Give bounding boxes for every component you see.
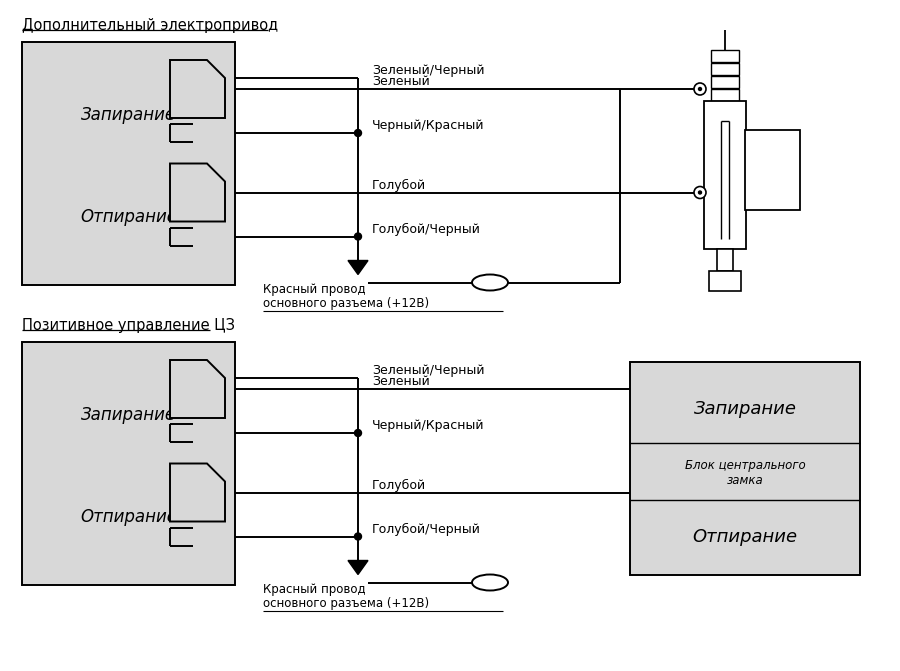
- Circle shape: [694, 187, 706, 199]
- Text: Голубой: Голубой: [372, 478, 426, 491]
- Ellipse shape: [472, 574, 508, 590]
- Circle shape: [355, 233, 362, 240]
- Polygon shape: [348, 560, 368, 574]
- Polygon shape: [170, 60, 225, 118]
- Bar: [711, 76, 739, 88]
- Bar: [717, 249, 733, 271]
- Text: Запирание: Запирание: [694, 400, 796, 418]
- Text: Зеленый/Черный: Зеленый/Черный: [372, 364, 484, 377]
- Text: Отпирание: Отпирание: [692, 527, 797, 546]
- Text: Черный/Красный: Черный/Красный: [372, 419, 484, 432]
- Polygon shape: [170, 360, 225, 418]
- Bar: [704, 101, 746, 249]
- Bar: [711, 50, 739, 62]
- Circle shape: [694, 83, 706, 95]
- Polygon shape: [348, 260, 368, 274]
- Text: Зеленый/Черный: Зеленый/Черный: [372, 64, 484, 77]
- Text: Дополнительный электропривод: Дополнительный электропривод: [22, 18, 278, 33]
- Text: Отпирание: Отпирание: [80, 508, 177, 526]
- Text: Запирание: Запирание: [81, 106, 176, 124]
- Circle shape: [355, 429, 362, 437]
- Bar: [709, 271, 741, 291]
- Text: Зеленый: Зеленый: [372, 75, 430, 88]
- Text: Голубой/Черный: Голубой/Черный: [372, 523, 481, 535]
- Bar: [22, 342, 235, 585]
- Bar: [711, 89, 739, 101]
- Circle shape: [698, 191, 701, 194]
- Text: Красный провод: Красный провод: [263, 582, 365, 595]
- Text: Блок центрального
замка: Блок центрального замка: [685, 459, 806, 486]
- Text: Запирание: Запирание: [81, 406, 176, 424]
- Circle shape: [355, 533, 362, 540]
- Bar: [22, 42, 235, 285]
- Circle shape: [698, 87, 701, 91]
- Bar: [630, 362, 860, 575]
- Polygon shape: [170, 464, 225, 521]
- Text: Позитивное управление ЦЗ: Позитивное управление ЦЗ: [22, 318, 235, 333]
- Bar: [711, 63, 739, 75]
- Text: основного разъема (+12В): основного разъема (+12В): [263, 297, 429, 309]
- Ellipse shape: [472, 274, 508, 291]
- Bar: [745, 130, 800, 210]
- Circle shape: [355, 130, 362, 136]
- Text: Отпирание: Отпирание: [80, 208, 177, 226]
- Text: Красный провод: Красный провод: [263, 282, 365, 295]
- Text: Зеленый: Зеленый: [372, 375, 430, 388]
- Text: основного разъема (+12В): основного разъема (+12В): [263, 597, 429, 609]
- Text: Голубой/Черный: Голубой/Черный: [372, 222, 481, 236]
- Text: Черный/Красный: Черный/Красный: [372, 119, 484, 132]
- Text: Голубой: Голубой: [372, 178, 426, 191]
- Polygon shape: [170, 164, 225, 221]
